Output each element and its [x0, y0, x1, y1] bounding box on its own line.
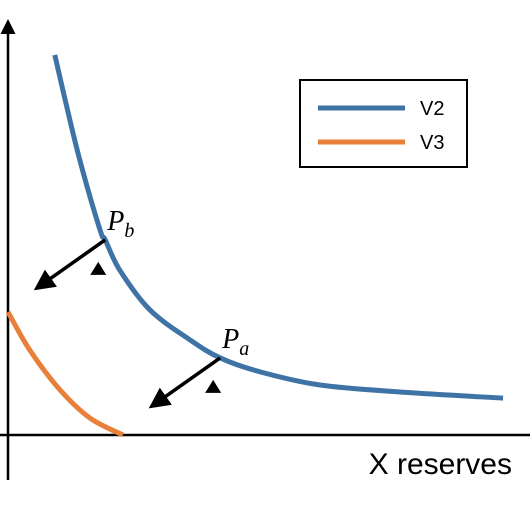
legend-label: V2: [420, 98, 444, 120]
point-label: Pa: [221, 324, 249, 360]
triangle: [205, 379, 222, 393]
arrow: [33, 238, 107, 291]
point-label-sub: a: [239, 338, 249, 360]
point-label-main: P: [221, 324, 239, 355]
series-line: [5, 310, 125, 438]
legend-box: [299, 79, 468, 168]
point-label: Pb: [106, 206, 134, 242]
x-axis-label: X reserves: [369, 448, 512, 481]
legend: V2 V3: [299, 79, 468, 168]
triangle: [90, 261, 107, 275]
point-label-sub: b: [124, 220, 134, 242]
arrow: [148, 356, 222, 409]
point-label-main: P: [106, 206, 124, 237]
legend-label: V3: [420, 132, 444, 154]
series-line: [52, 54, 504, 401]
